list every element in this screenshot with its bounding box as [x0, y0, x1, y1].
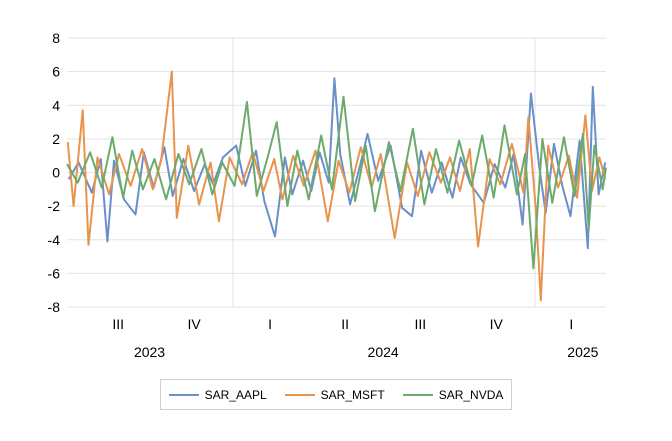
x-tick-year-label: 2023 [134, 344, 165, 360]
legend-swatch [402, 393, 433, 396]
x-tick-quarter-label: I [569, 316, 573, 332]
chart-legend: SAR_AAPL SAR_MSFT SAR_NVDA [160, 379, 512, 410]
x-tick-quarter-label: IV [187, 316, 201, 332]
x-tick-quarter-label: II [341, 316, 349, 332]
y-tick-label: -8 [48, 299, 61, 315]
y-tick-label: -2 [48, 198, 61, 214]
legend-item-sar-aapl: SAR_AAPL [168, 387, 267, 402]
x-tick-year-label: 2025 [567, 344, 598, 360]
legend-swatch [284, 393, 315, 396]
legend-label: SAR_MSFT [320, 387, 385, 402]
legend-label: SAR_NVDA [438, 387, 504, 402]
y-tick-label: 4 [52, 97, 60, 113]
y-axis-tick-labels: 8 6 4 2 0 -2 -4 -6 -8 [48, 30, 61, 315]
y-tick-label: 2 [52, 131, 60, 147]
y-tick-label: 6 [52, 64, 60, 80]
x-tick-quarter-label: III [414, 316, 426, 332]
x-tick-quarter-label: III [112, 316, 124, 332]
y-tick-label: -4 [48, 232, 61, 248]
series-line-sar-msft [66, 70, 607, 302]
legend-item-sar-nvda: SAR_NVDA [402, 387, 504, 402]
legend-swatch [168, 393, 199, 396]
x-tick-quarter-label: I [268, 316, 272, 332]
series-line-sar-nvda [66, 95, 607, 270]
legend-item-sar-msft: SAR_MSFT [284, 387, 385, 402]
y-tick-label: 0 [52, 165, 60, 181]
y-tick-label: 8 [52, 30, 60, 46]
x-tick-quarter-label: IV [490, 316, 504, 332]
series-lines [66, 70, 607, 302]
x-tick-year-label: 2024 [368, 344, 399, 360]
y-tick-label: -6 [48, 265, 61, 281]
legend-label: SAR_AAPL [204, 387, 267, 402]
